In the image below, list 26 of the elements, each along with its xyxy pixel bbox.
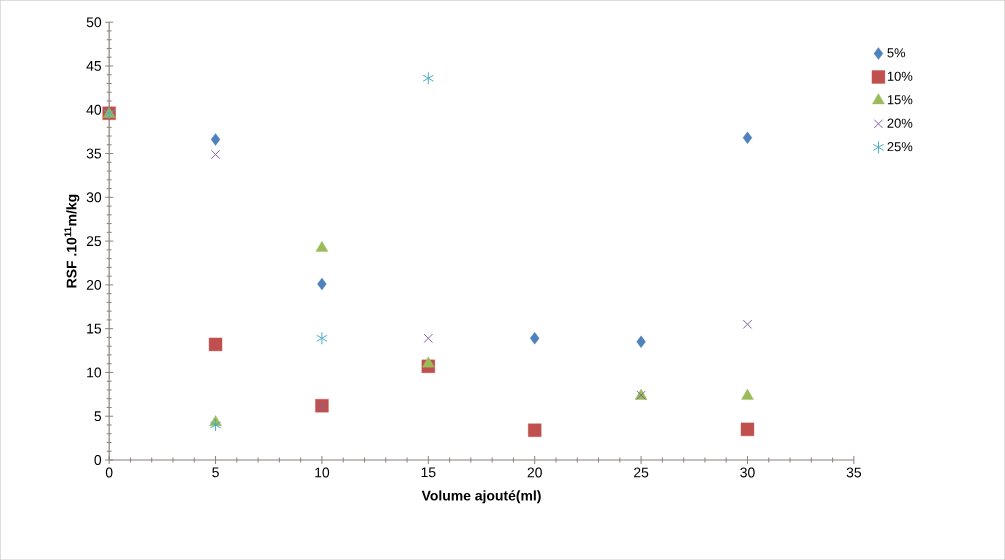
y-tick-label: 15: [87, 323, 102, 334]
y-tick-label: 0: [94, 454, 102, 465]
legend-label: 20%: [887, 118, 913, 128]
x-tick-label: 30: [740, 467, 755, 478]
x-tick-label: 15: [421, 467, 436, 478]
x-tick-label: 35: [846, 467, 862, 478]
y-axis-title: RSF .10$^{11}$m/kg: [64, 194, 80, 288]
y-tick-label: 35: [86, 148, 102, 159]
legend-label: 25%: [887, 141, 913, 152]
x-tick-label: 10: [315, 467, 330, 478]
y-tick-label: 20: [86, 279, 102, 290]
y-tick-label: 45: [86, 61, 102, 71]
y-tick-label: 10: [87, 367, 102, 378]
legend-label: 10%: [887, 71, 913, 81]
x-tick-label: 0: [105, 467, 113, 478]
x-tick-label: 25: [634, 467, 649, 478]
y-tick-label: 50: [86, 17, 102, 28]
y-tick-label: 25: [86, 236, 102, 246]
y-tick-label: 5: [94, 411, 102, 422]
legend-label: 15%: [887, 95, 913, 105]
legend-label: 5%: [887, 48, 906, 58]
x-tick-label: 20: [527, 467, 542, 478]
y-tick-label: 30: [86, 192, 102, 203]
x-axis-title: Volume ajouté(ml): [421, 490, 541, 504]
y-tick-label: 40: [86, 104, 102, 115]
x-tick-label: 5: [212, 467, 219, 478]
